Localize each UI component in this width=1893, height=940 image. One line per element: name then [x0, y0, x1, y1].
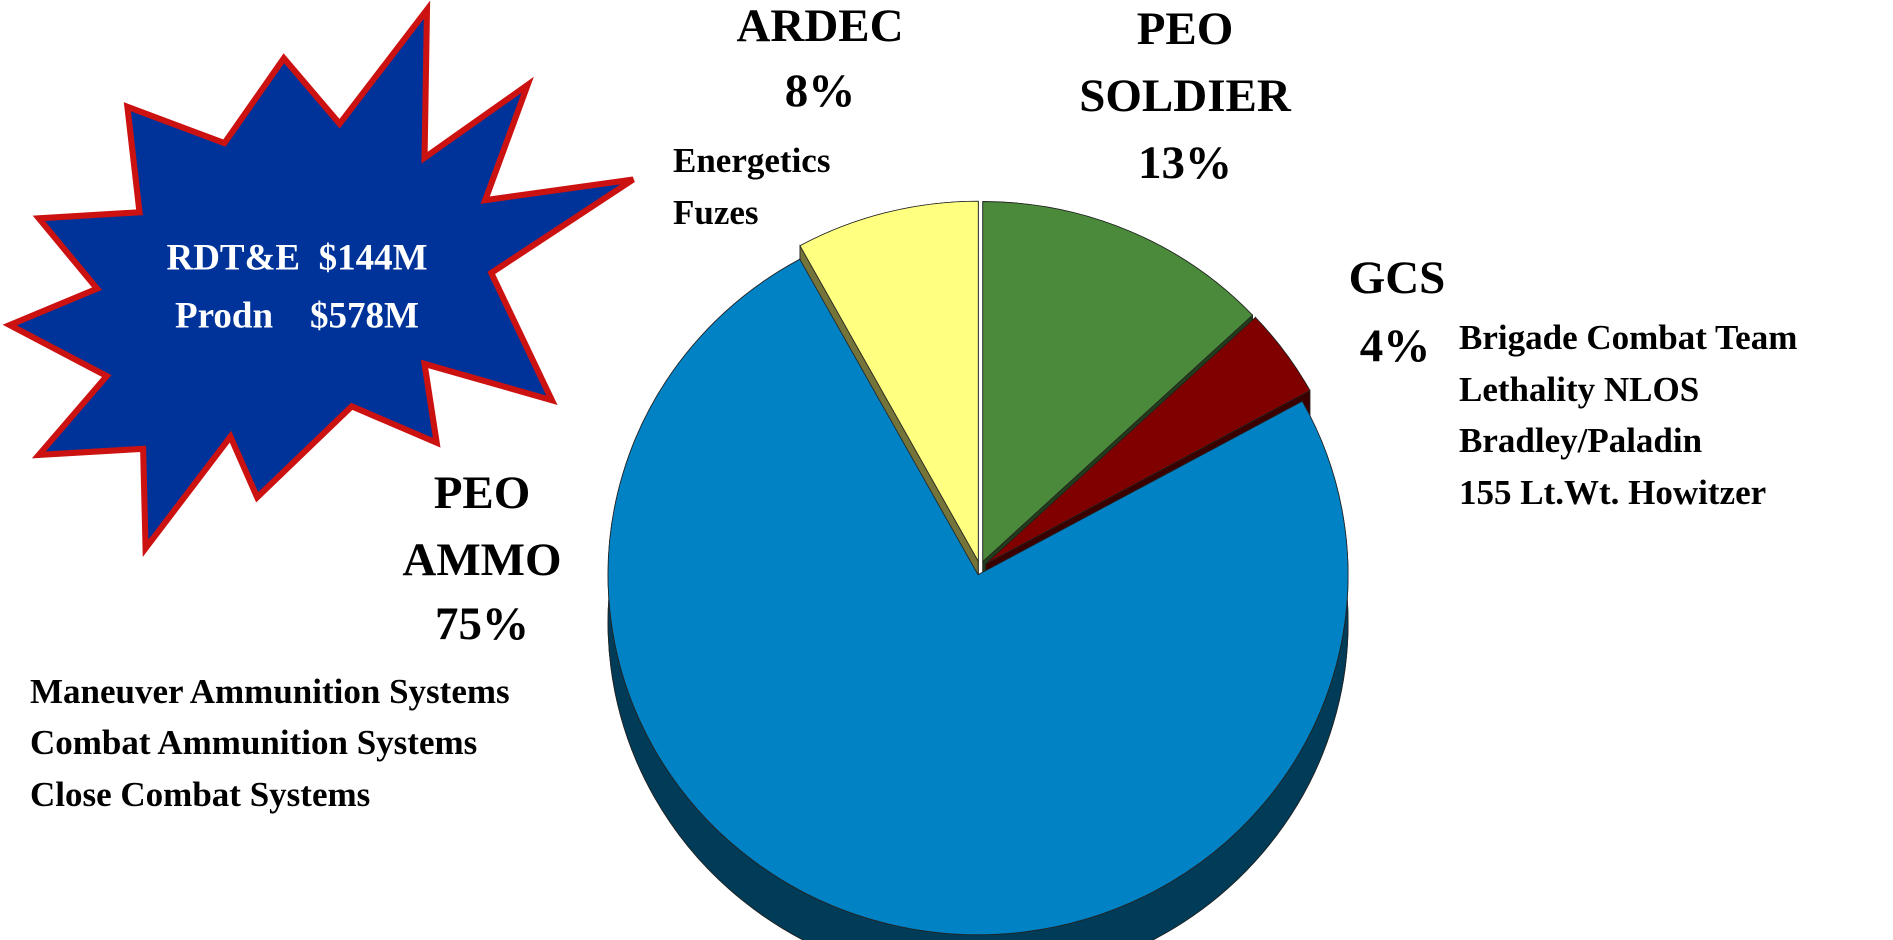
slice-detail: Bradley/Paladin	[1459, 421, 1702, 460]
slice-detail: Close Combat Systems	[30, 775, 370, 814]
annotation-line: RDT&E $144M	[166, 237, 427, 278]
slice-detail: Brigade Combat Team	[1459, 318, 1797, 357]
slice-label: ARDEC	[736, 0, 903, 52]
value-label: 4%	[1360, 320, 1431, 372]
slice-detail: Maneuver Ammunition Systems	[30, 672, 510, 711]
pie-tops	[607, 200, 1349, 936]
pie-slice	[607, 258, 1349, 936]
slice-detail: 155 Lt.Wt. Howitzer	[1459, 473, 1766, 512]
slice-detail: Energetics	[673, 141, 830, 180]
starburst	[2, 0, 635, 557]
value-label: 8%	[785, 65, 856, 117]
value-label: 75%	[435, 598, 529, 650]
value-label: 13%	[1138, 137, 1232, 189]
slice-detail: Combat Ammunition Systems	[30, 723, 477, 762]
slice-detail: Fuzes	[673, 193, 759, 232]
pie-slice	[799, 200, 979, 563]
slice-label: PEO AMMO	[402, 467, 561, 586]
slice-detail: Lethality NLOS	[1459, 370, 1699, 409]
pie-slice	[982, 201, 1254, 563]
starburst-shape	[2, 0, 635, 557]
slice-label: GCS	[1349, 252, 1446, 304]
annotation-line: Prodn $578M	[175, 295, 419, 336]
pie-slice	[985, 316, 1311, 565]
slice-label: PEO SOLDIER	[1079, 3, 1292, 122]
